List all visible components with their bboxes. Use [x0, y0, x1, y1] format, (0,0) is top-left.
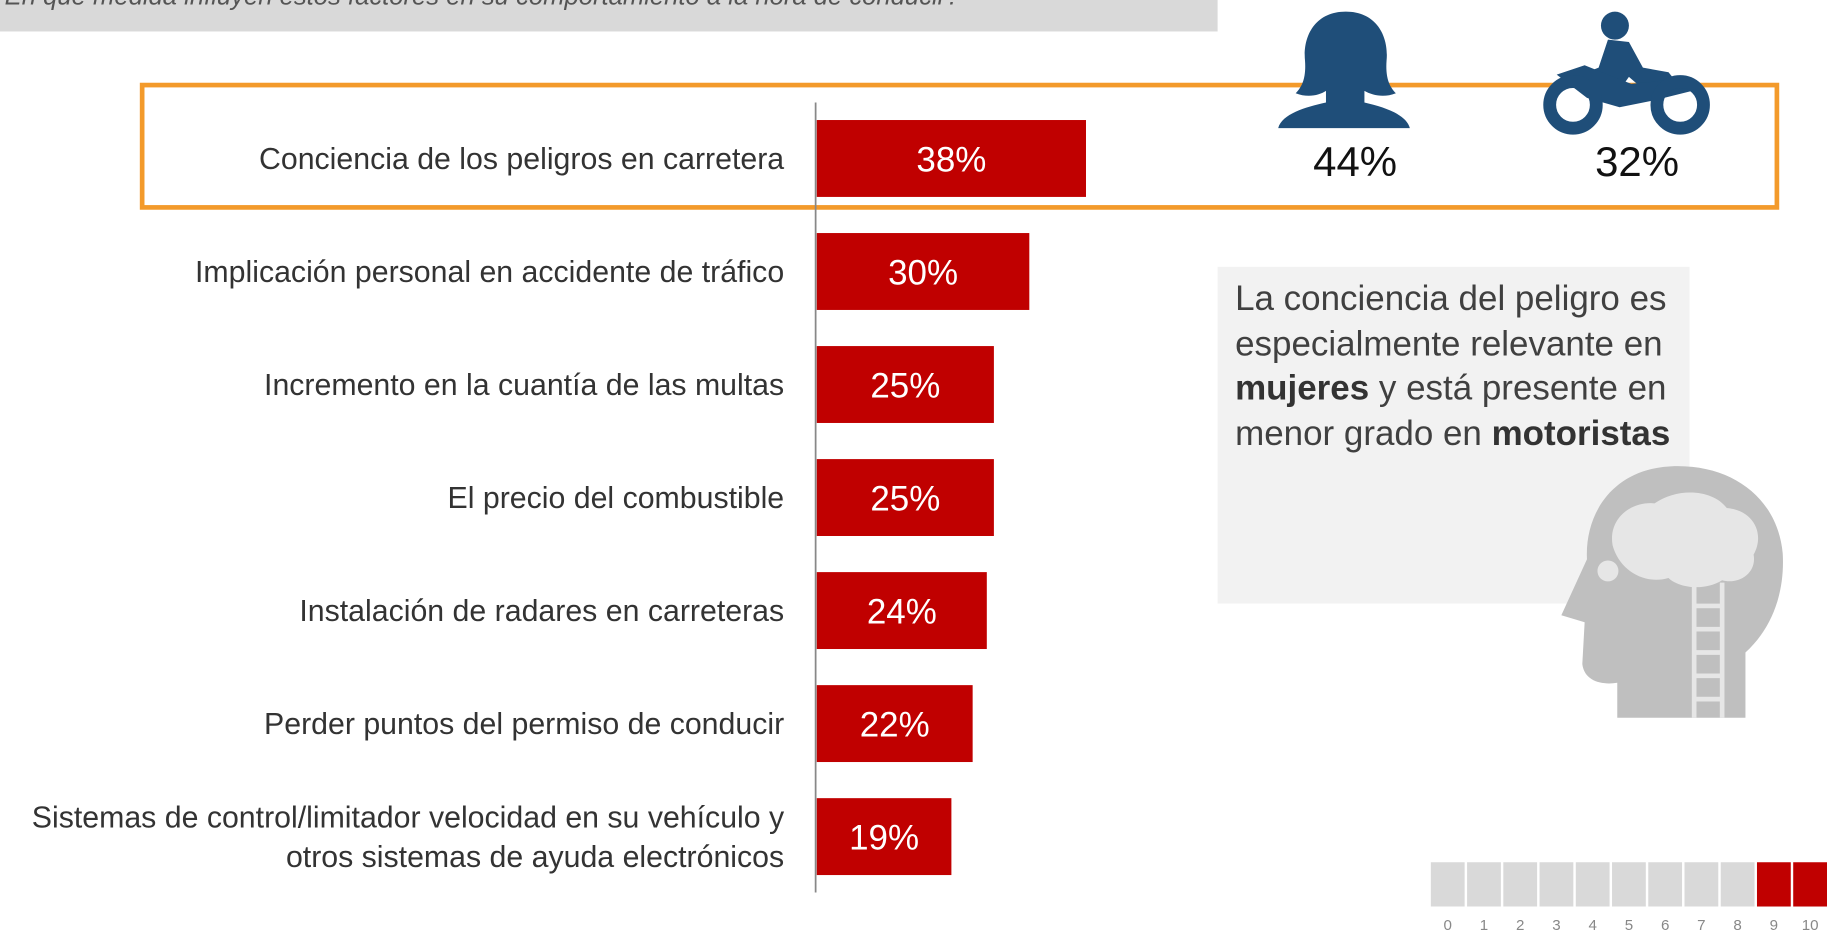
- segment-value: 44%: [1313, 138, 1397, 185]
- bar-value-label: 22%: [860, 705, 930, 744]
- bar-value-label: 24%: [867, 592, 937, 631]
- woman-icon: [1278, 12, 1410, 129]
- scale-box: [1467, 862, 1501, 906]
- scale-label: 10: [1802, 917, 1819, 931]
- category-label: Instalación de radares en carreteras: [299, 595, 784, 628]
- bar-value-label: 30%: [888, 253, 958, 292]
- segment-value: 32%: [1595, 138, 1679, 185]
- category-label: Sistemas de control/limitador velocidad …: [32, 801, 785, 874]
- callout-text: La conciencia del peligro es especialmen…: [1235, 277, 1675, 456]
- scale-label: 1: [1480, 917, 1488, 931]
- page: {"chart_data": { "type": "bar", "title":…: [0, 0, 1827, 931]
- scale-label: 0: [1444, 917, 1452, 931]
- scale-label: 7: [1697, 917, 1705, 931]
- bar-value-label: 25%: [870, 479, 940, 518]
- scale-label: 5: [1625, 917, 1633, 931]
- category-label: Perder puntos del permiso de conducir: [264, 708, 784, 741]
- bar-value-label: 38%: [916, 140, 986, 179]
- scale-box: [1540, 862, 1574, 906]
- scale-box: [1576, 862, 1610, 906]
- scale-box: [1648, 862, 1682, 906]
- category-label: Conciencia de los peligros en carretera: [259, 143, 784, 176]
- scale-box: [1684, 862, 1718, 906]
- callout: La conciencia del peligro es especialmen…: [1235, 277, 1675, 603]
- category-label: Implicación personal en accidente de trá…: [195, 256, 784, 289]
- scale-label: 3: [1552, 917, 1560, 931]
- bar-value-label: 25%: [870, 366, 940, 405]
- chart-title: En qué medida influyen estos factores en…: [5, 0, 962, 11]
- scale-label: 6: [1661, 917, 1669, 931]
- scale-box: [1431, 862, 1465, 906]
- scale-label: 8: [1733, 917, 1741, 931]
- motorbike-icon: [1550, 12, 1704, 129]
- slide: En qué medida influyen estos factores en…: [0, 0, 1827, 931]
- callout-emphasis: mujeres: [1235, 369, 1369, 407]
- scale-label: 2: [1516, 917, 1524, 931]
- scale-box: [1793, 862, 1827, 906]
- scale-box: [1612, 862, 1646, 906]
- scale-label: 9: [1770, 917, 1778, 931]
- callout-emphasis: motoristas: [1492, 414, 1671, 452]
- scale-box: [1757, 862, 1791, 906]
- scale-label: 4: [1588, 917, 1596, 931]
- scale-box: [1503, 862, 1537, 906]
- category-label: Incremento en la cuantía de las multas: [264, 369, 784, 402]
- category-label: El precio del combustible: [448, 482, 785, 515]
- scale-box: [1721, 862, 1755, 906]
- callout-text-part: La conciencia del peligro es especialmen…: [1235, 280, 1666, 363]
- bar-value-label: 19%: [849, 818, 919, 857]
